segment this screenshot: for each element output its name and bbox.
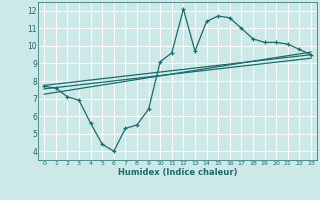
X-axis label: Humidex (Indice chaleur): Humidex (Indice chaleur) bbox=[118, 168, 237, 177]
